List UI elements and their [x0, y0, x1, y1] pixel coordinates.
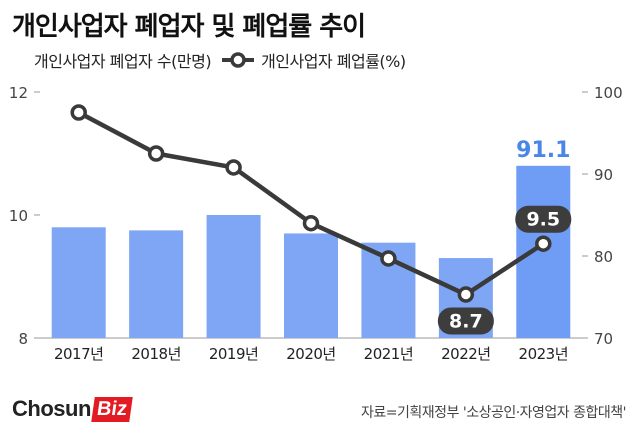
- rate-point: [380, 250, 397, 267]
- right-axis-tick-label: 80: [594, 248, 613, 266]
- logo-accent-text: Biz: [91, 397, 133, 422]
- x-axis-tick-label: 2017년: [54, 345, 103, 363]
- rate-point: [147, 145, 165, 162]
- left-axis-tick-label: 8: [18, 330, 28, 348]
- right-axis-tick-label: 100: [594, 84, 623, 102]
- bar: [284, 233, 338, 338]
- x-axis-tick-label: 2022년: [441, 345, 490, 363]
- bar: [129, 230, 184, 338]
- logo-main-text: Chosun: [12, 396, 91, 421]
- bar: [51, 227, 106, 338]
- left-axis-tick-label: 12: [9, 84, 28, 102]
- rate-point: [225, 159, 242, 176]
- chart-title: 개인사업자 폐업자 및 폐업률 추이: [12, 12, 366, 42]
- x-axis-tick-label: 2020년: [286, 345, 335, 363]
- x-axis-tick-label: 2023년: [519, 345, 568, 363]
- legend-item-line: 개인사업자 폐업률(%): [221, 48, 406, 72]
- rate-value-label: 8.7: [449, 311, 483, 333]
- legend-line-label: 개인사업자 폐업률(%): [261, 52, 406, 71]
- chosunbiz-logo: Chosun Biz: [12, 396, 133, 422]
- source-note: 자료=기획재정부 '소상공인·자영업자 종합대책': [361, 405, 627, 421]
- rate-value-label: 9.5: [526, 209, 560, 231]
- legend-item-bar: 개인사업자 폐업자 수(만명): [12, 48, 212, 72]
- bar: [206, 215, 261, 338]
- x-axis-tick-label: 2019년: [209, 345, 258, 363]
- rate-point: [70, 104, 87, 121]
- rate-point: [457, 286, 475, 303]
- x-axis-tick-label: 2018년: [131, 345, 180, 363]
- legend-bar-label: 개인사업자 폐업자 수(만명): [34, 52, 212, 71]
- rate-point: [302, 214, 320, 232]
- left-axis-tick-label: 10: [9, 207, 28, 225]
- rate-point: [535, 235, 552, 252]
- right-axis-tick-label: 90: [594, 166, 613, 184]
- right-axis-tick-label: 70: [594, 330, 613, 348]
- legend-line-swatch-icon: [222, 52, 255, 68]
- x-axis-tick-label: 2021년: [364, 345, 413, 363]
- rate-label-badge: [515, 205, 572, 233]
- legend: 개인사업자 폐업자 수(만명) 개인사업자 폐업률(%): [12, 48, 416, 72]
- bar-value-label: 91.1: [516, 138, 570, 163]
- rate-label-badge: [437, 307, 494, 335]
